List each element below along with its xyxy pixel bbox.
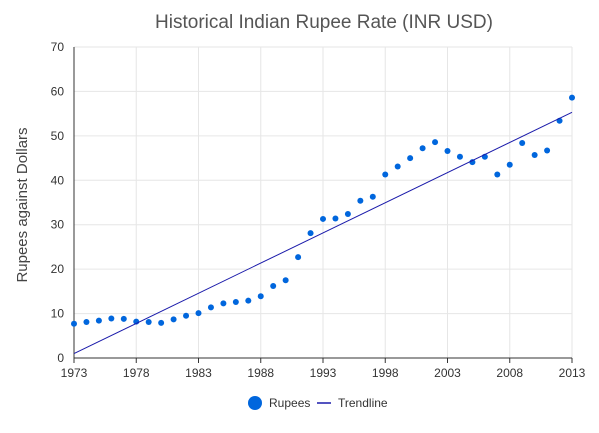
x-tick-label: 2013: [559, 366, 586, 380]
y-tick-label: 60: [51, 84, 65, 98]
data-point[interactable]: [83, 319, 90, 326]
axes: [73, 47, 573, 363]
data-point[interactable]: [170, 316, 177, 323]
data-point[interactable]: [456, 153, 463, 160]
data-point[interactable]: [320, 215, 326, 222]
tick-labels: 1973 1978 1983 1988 1993 1998 2003 2008 2013 0 10 2…: [51, 40, 586, 380]
y-tick-label: 20: [51, 262, 65, 276]
data-point[interactable]: [282, 277, 289, 284]
data-point[interactable]: [207, 304, 214, 311]
data-point[interactable]: [158, 319, 165, 326]
x-tick-label: 1993: [310, 366, 337, 380]
trendline: [73, 111, 573, 355]
data-point[interactable]: [195, 310, 202, 317]
y-tick-label: 30: [51, 218, 65, 232]
data-point[interactable]: [183, 312, 190, 319]
y-axis-title: Rupees against Dollars: [14, 127, 31, 282]
data-point[interactable]: [145, 319, 152, 326]
data-point[interactable]: [270, 283, 277, 290]
x-tick-label: 2008: [496, 366, 523, 380]
data-point[interactable]: [71, 320, 77, 327]
series-layer: [71, 94, 575, 355]
data-point[interactable]: [382, 171, 389, 178]
data-point[interactable]: [494, 171, 501, 178]
grid: [73, 46, 573, 359]
legend-label: Trendline: [338, 396, 388, 410]
data-point[interactable]: [95, 317, 102, 324]
data-point[interactable]: [531, 151, 538, 158]
y-tick-label: 40: [51, 173, 65, 187]
data-point[interactable]: [307, 230, 314, 237]
data-point[interactable]: [544, 147, 551, 154]
data-point[interactable]: [469, 159, 476, 166]
legend-item-rupees[interactable]: Rupees: [248, 396, 310, 410]
data-point[interactable]: [394, 163, 401, 170]
x-tick-label: 1973: [61, 366, 88, 380]
chart-title: Historical Indian Rupee Rate (INR USD): [155, 12, 493, 33]
data-point[interactable]: [569, 94, 575, 101]
y-tick-label: 0: [57, 351, 64, 365]
data-point[interactable]: [419, 145, 426, 152]
legend-dot-swatch: [248, 396, 262, 410]
legend-label: Rupees: [269, 396, 310, 410]
data-point[interactable]: [344, 211, 351, 218]
data-point[interactable]: [444, 147, 451, 154]
data-point[interactable]: [519, 139, 526, 146]
data-point[interactable]: [332, 215, 339, 222]
data-point[interactable]: [108, 315, 115, 322]
x-tick-label: 1988: [247, 366, 274, 380]
data-point[interactable]: [232, 299, 239, 306]
legend[interactable]: Rupees Trendline: [248, 396, 388, 410]
data-point[interactable]: [506, 161, 513, 168]
x-tick-label: 2003: [434, 366, 461, 380]
data-point[interactable]: [357, 197, 364, 204]
x-tick-label: 1978: [123, 366, 150, 380]
x-tick-label: 1998: [372, 366, 399, 380]
data-point[interactable]: [432, 139, 439, 146]
legend-item-trendline[interactable]: Trendline: [317, 396, 388, 410]
y-tick-label: 10: [51, 307, 65, 321]
data-point[interactable]: [120, 315, 127, 322]
data-point[interactable]: [257, 293, 264, 300]
data-point[interactable]: [369, 193, 376, 200]
x-tick-label: 1983: [185, 366, 212, 380]
data-point[interactable]: [220, 300, 227, 307]
y-tick-label: 70: [51, 40, 65, 54]
data-point[interactable]: [407, 155, 414, 162]
data-point[interactable]: [295, 254, 302, 261]
data-point[interactable]: [245, 297, 252, 304]
y-tick-label: 50: [51, 129, 65, 143]
